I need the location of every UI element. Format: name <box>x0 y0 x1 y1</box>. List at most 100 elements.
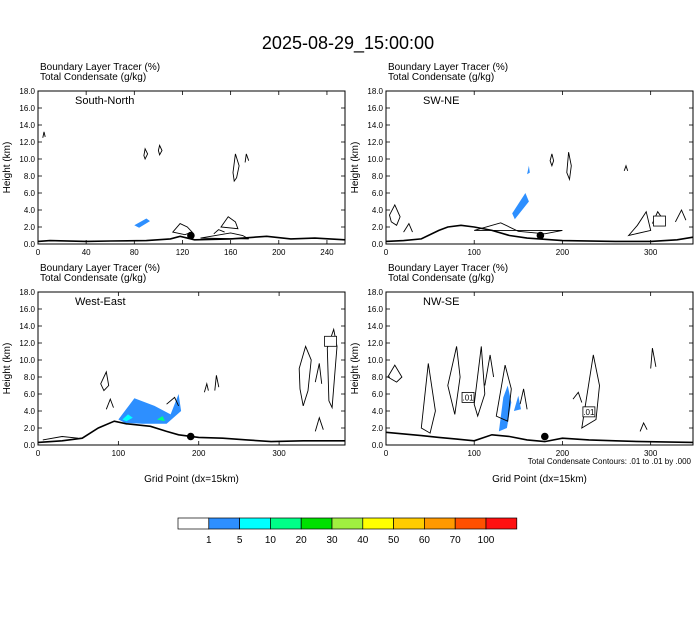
panels: Boundary Layer Tracer (%)Total Condensat… <box>2 62 694 485</box>
panel-nw-se: Boundary Layer Tracer (%) Total Condensat… <box>350 263 694 485</box>
location-marker <box>540 432 549 441</box>
tracer-area <box>134 218 150 228</box>
x-tick-label: 200 <box>556 449 570 458</box>
y-tick-label: 12.0 <box>19 138 35 147</box>
condensate-contour <box>389 203 401 226</box>
y-tick-label: 6.0 <box>372 189 384 198</box>
x-tick-label: 120 <box>176 248 190 257</box>
colorbar-label: 50 <box>388 535 400 546</box>
condensate-contour <box>403 222 413 233</box>
tracer-area <box>513 395 521 411</box>
y-tick-label: 18.0 <box>367 87 383 96</box>
condensate-contour <box>314 363 323 384</box>
colorbar-label: 60 <box>419 535 431 546</box>
condensate-contour <box>484 354 495 386</box>
footnote: Total Condensate Contours: .01 to .01 by… <box>528 457 692 466</box>
plot-frame <box>385 291 694 446</box>
colorbar-bin <box>208 517 240 530</box>
x-tick-label: 80 <box>130 248 139 257</box>
colorbar-label: 1 <box>206 535 212 546</box>
y-tick-label: 0.0 <box>372 441 384 450</box>
colorbar-label: 40 <box>357 535 369 546</box>
x-tick-label: 0 <box>36 449 41 458</box>
y-tick-label: 8.0 <box>24 373 36 382</box>
tracer-area <box>527 165 530 175</box>
contour-label: .01 <box>462 393 474 402</box>
condensate-contour <box>203 382 209 393</box>
colorbar-bin <box>393 517 425 530</box>
condensate-contour <box>420 363 436 434</box>
y-tick-label: 14.0 <box>19 121 35 130</box>
panel-south-north: Boundary Layer Tracer (%)Total Condensat… <box>2 62 346 257</box>
x-tick-label: 200 <box>192 449 206 458</box>
x-tick-label: 0 <box>36 248 41 257</box>
y-tick-label: 10.0 <box>19 155 35 164</box>
condensate-contour <box>650 348 657 369</box>
y-tick-label: 16.0 <box>367 305 383 314</box>
y-tick-label: 14.0 <box>367 322 383 331</box>
y-tick-label: 16.0 <box>19 305 35 314</box>
panel-header-condensate: Total Condensate (g/kg) <box>388 72 494 83</box>
y-tick-label: 2.0 <box>372 223 384 232</box>
condensate-contour <box>623 164 629 172</box>
y-tick-label: 10.0 <box>19 356 35 365</box>
y-tick-label: 10.0 <box>367 356 383 365</box>
y-tick-label: 4.0 <box>24 206 36 215</box>
location-marker <box>186 432 195 441</box>
condensate-contour <box>473 346 486 418</box>
condensate-contour <box>627 210 652 237</box>
x-tick-label: 40 <box>82 248 91 257</box>
y-tick-label: 4.0 <box>372 407 384 416</box>
colorbar-label: 5 <box>237 535 243 546</box>
colorbar-label: 20 <box>296 535 308 546</box>
tracer-area <box>512 193 529 220</box>
colorbar-bin <box>331 517 364 530</box>
x-tick-label: 100 <box>112 449 126 458</box>
terrain-line <box>37 420 345 444</box>
y-tick-label: 8.0 <box>24 172 36 181</box>
location-marker <box>187 231 195 240</box>
contour-label-box <box>324 335 337 347</box>
y-tick-label: 12.0 <box>367 339 383 348</box>
condensate-contour <box>42 131 46 138</box>
colorbar-label: 10 <box>265 535 277 546</box>
plot-frame <box>37 90 346 245</box>
x-tick-label: 100 <box>468 248 482 257</box>
x-tick-label: 240 <box>320 248 334 257</box>
y-tick-label: 6.0 <box>24 390 36 399</box>
condensate-contour <box>572 391 583 403</box>
x-tick-label: 0 <box>384 449 389 458</box>
y-tick-label: 18.0 <box>367 288 383 297</box>
y-axis-label: Height (km) <box>350 343 361 395</box>
x-tick-label: 300 <box>644 248 658 257</box>
condensate-contour <box>639 421 648 432</box>
plot-frame <box>385 90 694 245</box>
condensate-contour <box>244 153 250 163</box>
colorbar-bin <box>424 517 456 530</box>
y-axis-label: Height (km) <box>350 142 361 194</box>
panel-header-tracer: Boundary Layer Tracer (%) <box>388 62 508 73</box>
condensate-contour <box>157 144 163 156</box>
condensate-contour <box>105 397 114 410</box>
panel-header-tracer: Boundary Layer Tracer (%) <box>388 263 508 274</box>
y-tick-label: 8.0 <box>372 373 384 382</box>
contour-label-box <box>582 406 596 418</box>
colorbar-bin <box>300 517 333 530</box>
condensate-contour <box>549 153 555 168</box>
terrain-line <box>385 224 694 243</box>
panel-header-tracer: Boundary Layer Tracer (%) <box>40 263 160 274</box>
panel-name: West-East <box>75 296 126 308</box>
condensate-contour <box>674 208 687 223</box>
x-tick-label: 300 <box>644 449 658 458</box>
colorbar-bin <box>239 517 271 530</box>
condensate-contour <box>519 388 528 410</box>
y-tick-label: 14.0 <box>367 121 383 130</box>
y-axis-label: Height (km) <box>2 142 13 194</box>
figure-title: 2025-08-29_15:00:00 <box>262 33 434 54</box>
condensate-contour <box>474 222 563 235</box>
condensate-contour <box>387 364 403 383</box>
contour-label-box <box>653 215 666 227</box>
colorbar-bin <box>362 517 394 530</box>
y-tick-label: 14.0 <box>19 322 35 331</box>
